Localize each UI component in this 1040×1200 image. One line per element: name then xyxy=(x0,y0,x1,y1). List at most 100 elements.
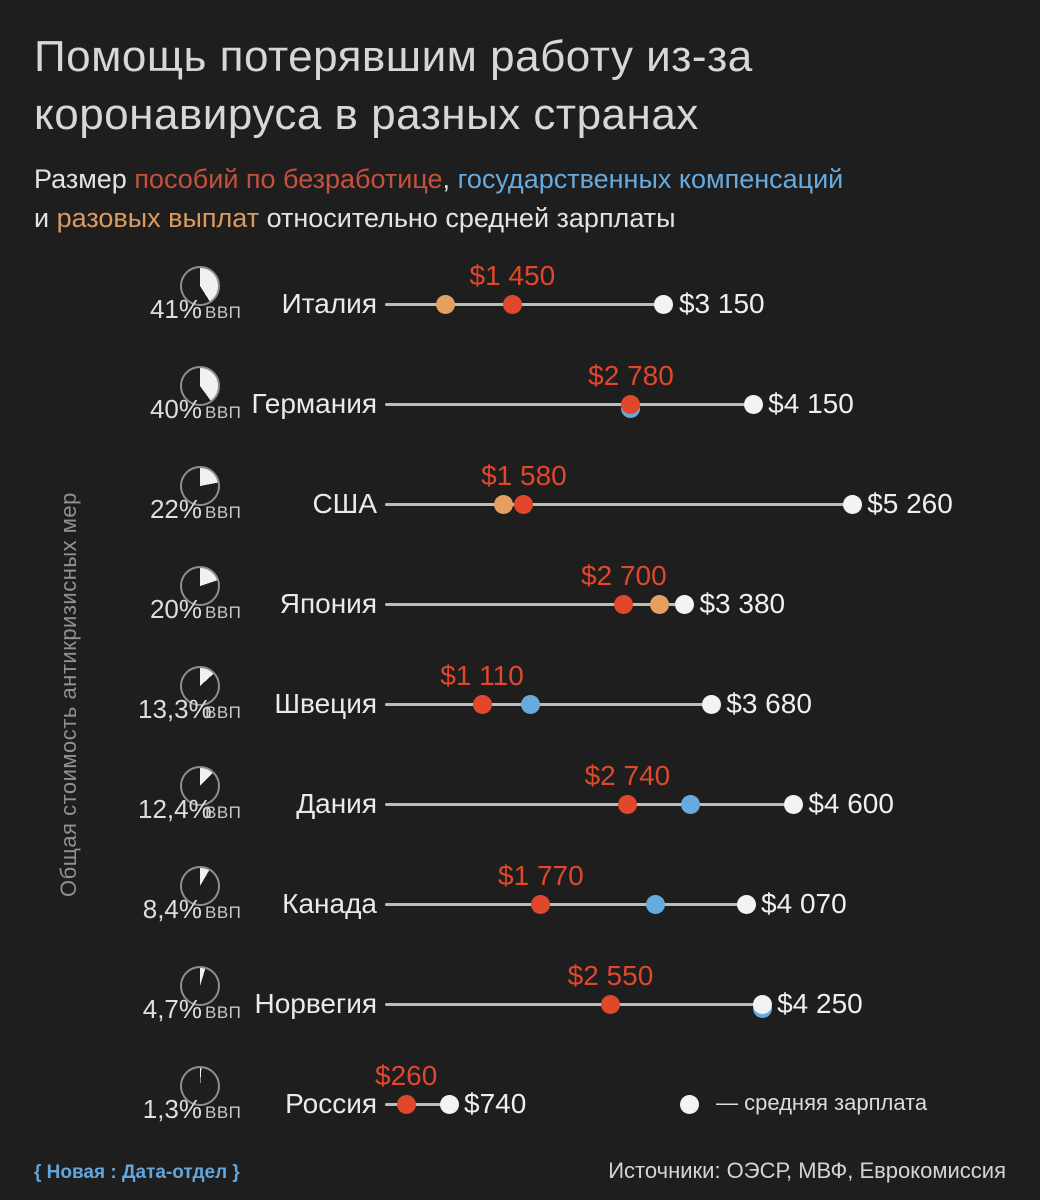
average-salary-label: $4 600 xyxy=(808,788,894,819)
gdp-pie-icon xyxy=(180,966,220,1006)
gdp-unit: ВВП xyxy=(205,1003,242,1022)
subtitle-segment: , xyxy=(442,164,458,194)
gdp-unit: ВВП xyxy=(205,603,242,622)
country-label: Италия xyxy=(281,288,377,319)
average-salary-legend-dot xyxy=(679,1094,699,1114)
average-salary-label: $5 260 xyxy=(867,488,953,519)
gdp-percent: 13,3% xyxy=(138,694,212,724)
gdp-unit: ВВП xyxy=(205,303,242,322)
country-label: Норвегия xyxy=(254,988,377,1019)
avg-dot xyxy=(654,294,674,314)
one-time-dot xyxy=(650,594,670,614)
benefit-value-label: $1 770 xyxy=(498,860,584,891)
average-salary-label: $4 250 xyxy=(777,988,863,1019)
country-label: США xyxy=(312,488,377,519)
country-label: Германия xyxy=(251,388,377,419)
avg-dot xyxy=(743,394,763,414)
y-axis-label: Общая стоимость антикризисных мер xyxy=(56,492,81,898)
gdp-label: 40% ВВП xyxy=(138,394,241,425)
country-label: Швеция xyxy=(274,688,377,719)
subtitle-segment: пособий по безработице xyxy=(134,164,443,194)
gdp-pie-icon xyxy=(180,366,220,406)
subtitle: Размер пособий по безработице, государст… xyxy=(34,160,984,238)
compensation-dot xyxy=(520,694,540,714)
gdp-pie-icon xyxy=(180,566,220,606)
avg-dot xyxy=(674,594,694,614)
row-line xyxy=(385,502,853,506)
benefit-dot xyxy=(396,1094,416,1114)
gdp-pie-icon xyxy=(180,666,220,706)
benefit-dot xyxy=(514,494,534,514)
gdp-unit: ВВП xyxy=(205,703,242,722)
gdp-percent: 4,7% xyxy=(142,994,202,1024)
row-line xyxy=(385,1002,763,1006)
avg-dot xyxy=(783,794,803,814)
gdp-label: 4,7% ВВП xyxy=(138,994,241,1025)
country-label: Россия xyxy=(285,1088,377,1119)
row-line xyxy=(385,902,747,906)
average-salary-label: $4 150 xyxy=(768,388,854,419)
gdp-label: 41% ВВП xyxy=(138,294,241,325)
gdp-percent: 12,4% xyxy=(138,794,212,824)
benefit-dot xyxy=(472,694,492,714)
compensation-dot xyxy=(645,894,665,914)
benefit-value-label: $2 550 xyxy=(567,960,654,991)
average-salary-label: $3 150 xyxy=(678,288,765,319)
benefit-value-label: $260 xyxy=(375,1060,438,1091)
row-line xyxy=(385,702,712,706)
benefit-dot xyxy=(502,294,522,314)
country-label: Япония xyxy=(279,588,377,619)
gdp-unit: ВВП xyxy=(205,1103,242,1122)
legend-label: — средняя зарплата xyxy=(716,1090,928,1115)
gdp-label: 13,3% ВВП xyxy=(138,694,241,725)
row-line xyxy=(385,402,754,406)
country-label: Дания xyxy=(296,788,377,819)
gdp-unit: ВВП xyxy=(205,803,242,822)
page-title: Помощь потерявшим работу из-за коронавир… xyxy=(34,32,753,140)
benefit-value-label: $1 110 xyxy=(440,660,524,691)
gdp-percent: 40% xyxy=(149,394,202,424)
gdp-pie-icon xyxy=(180,466,220,506)
average-salary-label: $3 680 xyxy=(726,688,812,719)
gdp-pie-icon xyxy=(180,866,220,906)
subtitle-segment: разовых выплат xyxy=(56,203,260,234)
row-line xyxy=(385,802,794,806)
country-label: Канада xyxy=(282,888,377,919)
benefit-value-label: $2 700 xyxy=(581,560,667,591)
benefit-dot xyxy=(531,894,551,914)
average-salary-label: $3 380 xyxy=(699,588,786,619)
sources-note: Источники: ОЭСР, МВФ, Еврокомиссия xyxy=(608,1158,1006,1183)
compensation-dot xyxy=(681,794,701,814)
gdp-percent: 1,3% xyxy=(142,1094,202,1124)
subtitle-segment: относительно средней зарплаты xyxy=(259,203,676,234)
benefit-dot xyxy=(614,594,634,614)
gdp-pie-icon xyxy=(180,1066,220,1106)
gdp-label: 22% ВВП xyxy=(138,494,241,525)
benefit-value-label: $1 580 xyxy=(481,460,567,491)
avg-dot xyxy=(752,994,772,1014)
avg-dot xyxy=(439,1094,459,1114)
benefit-value-label: $2 740 xyxy=(584,760,671,791)
gdp-unit: ВВП xyxy=(205,903,242,922)
subtitle-segment: государственных компенсаций xyxy=(457,164,844,194)
avg-dot xyxy=(736,894,756,914)
brand-logo: { Новая : Дата-отдел } xyxy=(34,1162,240,1183)
subtitle-segment: и xyxy=(34,203,50,234)
average-salary-label: $4 070 xyxy=(761,888,847,919)
gdp-pie-icon xyxy=(180,766,220,806)
gdp-percent: 8,4% xyxy=(142,894,202,924)
gdp-label: 8,4% ВВП xyxy=(138,894,241,925)
gdp-percent: 41% xyxy=(149,294,202,324)
footer: { Новая : Дата-отдел } Источники: ОЭСР, … xyxy=(34,1158,1006,1184)
benefit-dot xyxy=(621,394,641,414)
benefit-dot xyxy=(600,994,620,1014)
gdp-label: 12,4% ВВП xyxy=(138,794,241,825)
gdp-percent: 22% xyxy=(149,494,202,524)
subtitle-segment: Размер xyxy=(34,164,135,194)
avg-dot xyxy=(842,494,862,514)
gdp-label: 1,3% ВВП xyxy=(138,1094,241,1125)
benefit-dot xyxy=(617,794,637,814)
gdp-unit: ВВП xyxy=(205,403,242,422)
row-line xyxy=(385,302,664,306)
